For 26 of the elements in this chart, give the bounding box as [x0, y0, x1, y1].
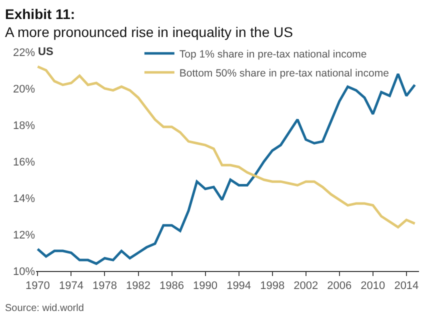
y-tick-label: 20%	[12, 83, 36, 96]
x-tick-label: 2002	[294, 280, 318, 292]
x-tick-label: 2006	[327, 280, 352, 292]
line-series	[36, 65, 416, 228]
x-tick-label: 1998	[260, 280, 285, 292]
y-tick-label: 16%	[12, 156, 36, 168]
x-tick-label: 2010	[360, 280, 386, 292]
x-tick-label: 1974	[58, 280, 84, 292]
y-axis-title: US	[38, 46, 54, 58]
chart-title: Exhibit 11:	[5, 6, 76, 22]
x-tick-label: 1978	[92, 280, 117, 292]
source-note: Source: wid.world	[5, 303, 84, 313]
y-tick-label: 10%	[12, 266, 36, 278]
y-tick-label: 18%	[12, 120, 36, 132]
x-tick-label: 1986	[160, 280, 184, 292]
y-tick-label: 22%	[12, 46, 36, 59]
legend-label: Bottom 50% share in pre-tax national income	[179, 67, 390, 80]
y-tick-label: 12%	[12, 229, 36, 242]
chart-subtitle: A more pronounced rise in inequality in the US	[5, 24, 293, 40]
x-tick-label: 1982	[126, 280, 150, 292]
x-tick-label: 2014	[394, 280, 419, 292]
x-tick-label: 1994	[226, 280, 252, 292]
y-tick-label: 14%	[12, 192, 36, 205]
x-tick-label: 1970	[25, 280, 50, 292]
legend-label: Top 1% share in pre-tax national income	[179, 48, 367, 60]
x-tick-label: 1990	[193, 280, 218, 292]
